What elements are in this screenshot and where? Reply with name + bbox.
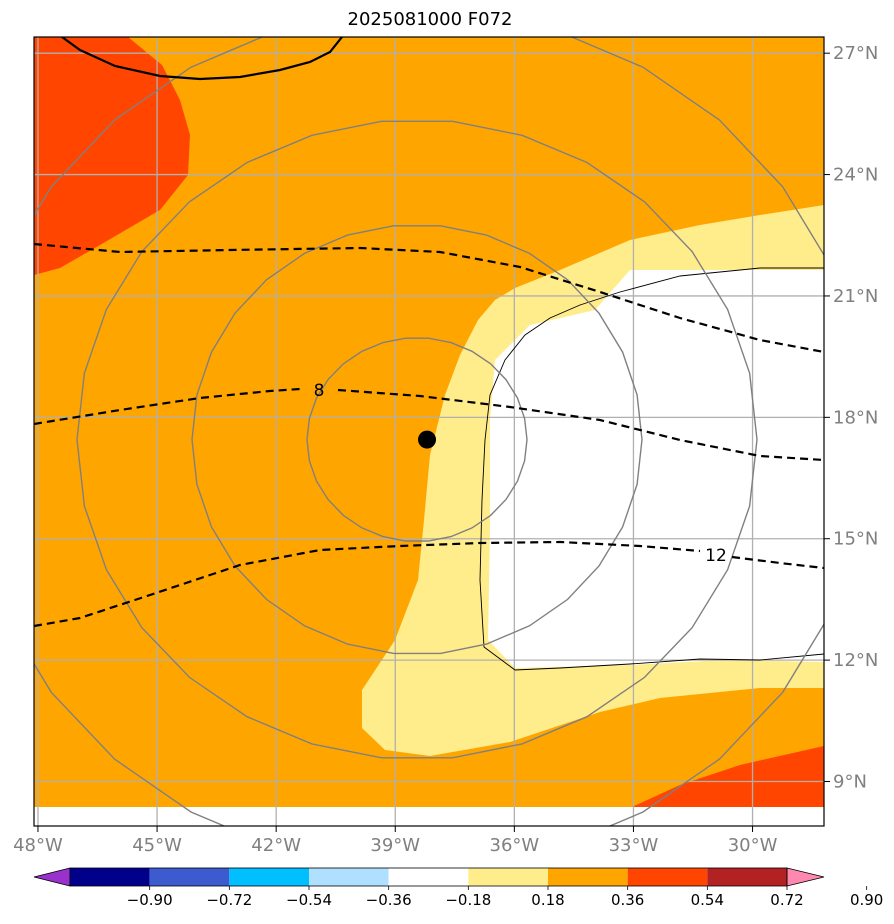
colorbar-box-3 [309,868,389,886]
colorbar-box-6 [548,868,628,886]
colorbar-label: 0.54 [691,891,724,909]
field-red-southeast [632,746,824,807]
colorbar-label: 0.90 [850,891,883,909]
colorbar-box-1 [149,868,230,886]
dashed-contour-12 [34,540,824,628]
colorbar-frame [69,867,788,887]
thin-contour [479,267,824,671]
y-tick-label: 21°N [833,286,878,307]
colorbar-label: −0.18 [445,891,491,909]
field-missing-strip [34,807,824,826]
y-tick-label: 24°N [833,165,878,186]
y-tick-label: 12°N [833,650,878,671]
contour-label-8: 8 [314,381,325,401]
range-ring-1 [191,225,643,655]
solid-contour [61,37,343,81]
colorbar-extend-max [786,867,825,887]
y-tick-label: 27°N [833,43,878,64]
colorbar: −0.90 −0.72 −0.54 −0.36 −0.18 0.18 0.36 0.54 0.7… [33,867,883,909]
map-title: 2025081000 F072 [347,9,513,30]
colorbar-box-8 [707,868,787,886]
range-ring-0 [306,337,528,542]
colorbar-box-7 [627,868,708,886]
contour-label-12: 12 [705,546,727,566]
x-tick-label: 42°W [251,835,301,856]
colorbar-box-2 [229,868,309,886]
dashed-contour-north [34,242,824,354]
map-plot-area: 8 12 [34,37,824,826]
colorbar-label: −0.36 [366,891,412,909]
y-tick-label: 9°N [833,771,867,792]
dashed-contour-8 [34,387,824,462]
colorbar-label: 0.36 [611,891,644,909]
x-tick-label: 39°W [370,835,420,856]
storm-center-marker [418,430,437,449]
range-ring-2 [76,120,758,759]
colorbar-box-0 [70,868,150,886]
colorbar-box-4 [388,868,469,886]
y-tick-label: 18°N [833,407,878,428]
field-red-northwest [34,37,190,275]
x-tick-label: 48°W [13,835,63,856]
map-frame [33,36,825,827]
colorbar-extend-min [33,867,71,887]
range-ring-3 [34,37,824,826]
colorbar-box-5 [468,868,548,886]
latitude-axis: 9°N 12°N 15°N 18°N 21°N 24°N 27°N [824,43,878,792]
concentric-circles [34,37,824,826]
x-tick-label: 33°W [609,835,659,856]
x-tick-label: 30°W [728,835,778,856]
colorbar-label: −0.72 [206,891,252,909]
x-tick-label: 36°W [490,835,540,856]
y-tick-label: 15°N [833,529,878,550]
colorbar-label: 0.18 [531,891,564,909]
dashed-contours [34,242,824,628]
colorbar-label: −0.90 [127,891,173,909]
map-gridlines [34,37,824,826]
longitude-axis: 48°W 45°W 42°W 39°W 36°W 33°W 30°W [13,826,778,856]
colorbar-label: 0.72 [770,891,803,909]
colorbar-label: −0.54 [286,891,332,909]
field-white [488,270,824,668]
x-tick-label: 45°W [132,835,182,856]
